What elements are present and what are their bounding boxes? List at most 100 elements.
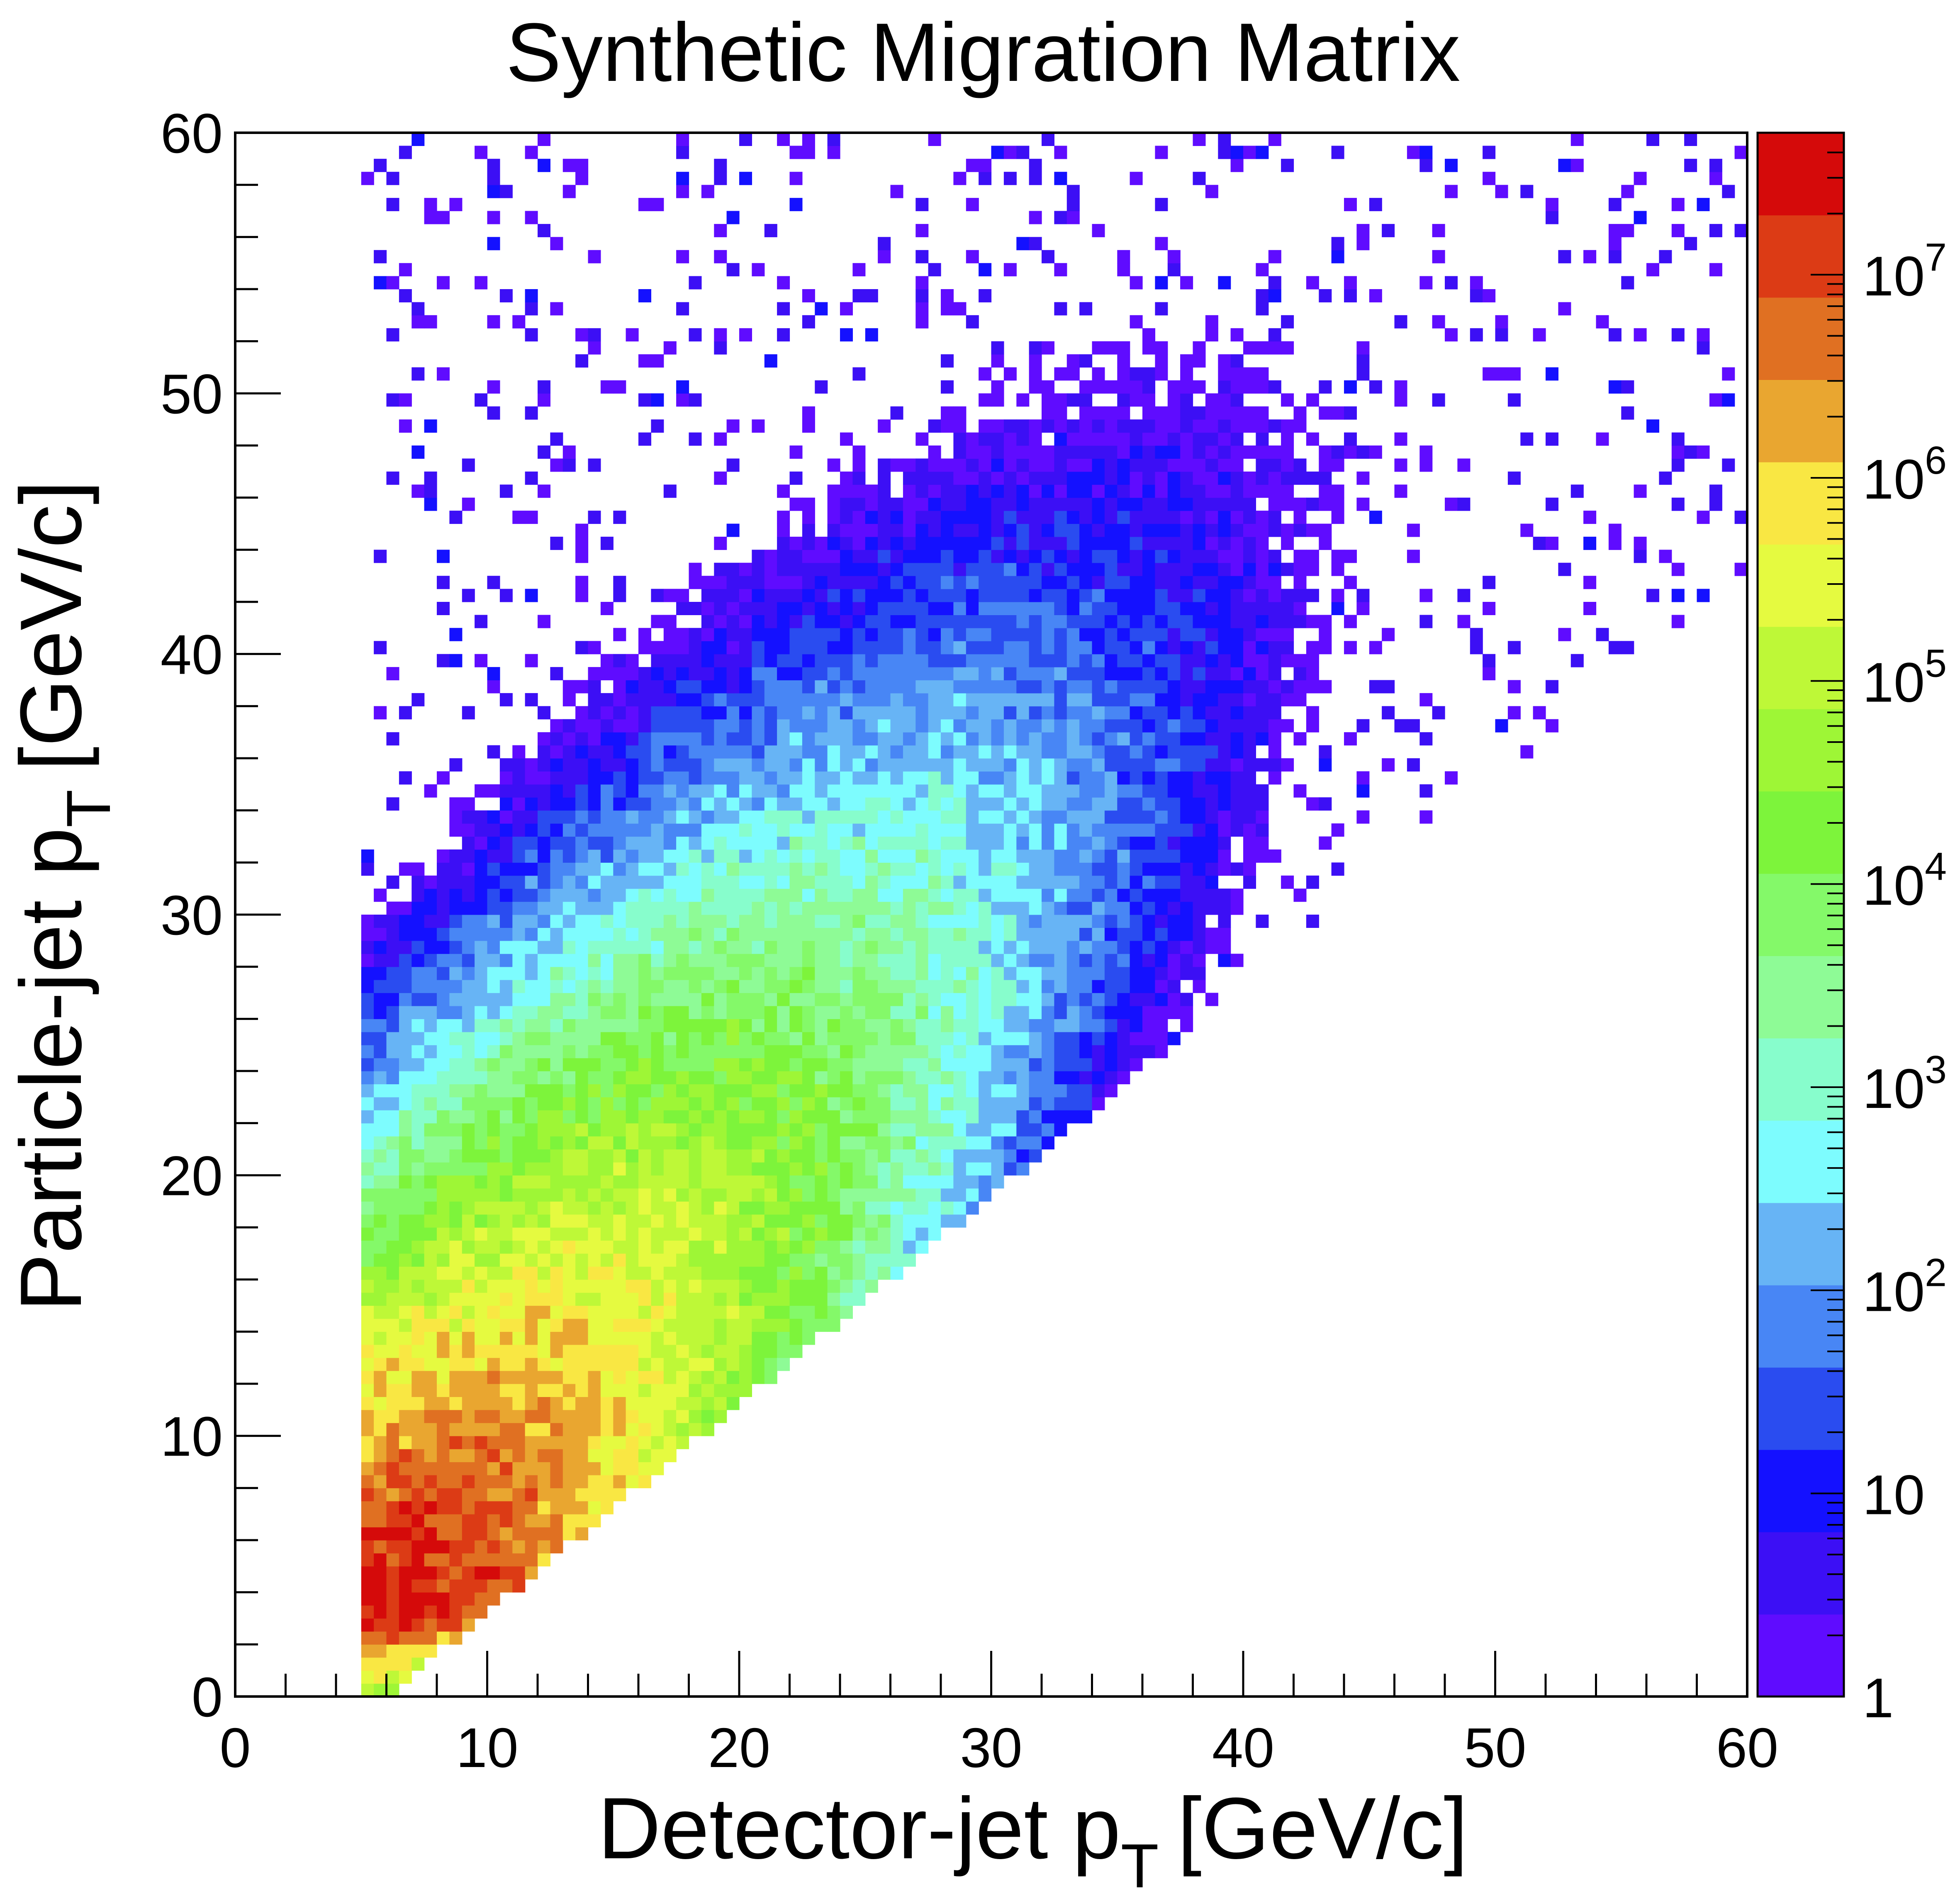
heatmap-cell bbox=[1230, 628, 1244, 641]
heatmap-cell bbox=[1029, 1071, 1042, 1084]
heatmap-cell bbox=[1142, 654, 1155, 667]
heatmap-cell bbox=[1167, 849, 1181, 863]
heatmap-cell bbox=[562, 1188, 576, 1202]
heatmap-cell bbox=[1507, 641, 1521, 655]
heatmap-cell bbox=[411, 1084, 425, 1098]
heatmap-cell bbox=[1256, 445, 1269, 459]
heatmap-cell bbox=[726, 211, 740, 224]
heatmap-cell bbox=[903, 1188, 916, 1202]
heatmap-cell bbox=[928, 784, 941, 798]
heatmap-cell bbox=[714, 1005, 727, 1019]
heatmap-cell bbox=[1356, 602, 1370, 615]
heatmap-cell bbox=[1079, 745, 1093, 759]
heatmap-cell bbox=[903, 615, 916, 628]
heatmap-cell bbox=[714, 758, 727, 772]
heatmap-cell bbox=[789, 1227, 803, 1241]
heatmap-cell bbox=[789, 654, 803, 667]
heatmap-cell bbox=[411, 954, 425, 967]
heatmap-cell bbox=[815, 1305, 828, 1319]
heatmap-cell bbox=[1130, 419, 1143, 433]
heatmap-cell bbox=[991, 1045, 1004, 1059]
heatmap-cell bbox=[802, 680, 815, 694]
heatmap-cell bbox=[538, 1188, 550, 1202]
heatmap-cell bbox=[903, 1149, 916, 1163]
heatmap-cell bbox=[815, 888, 828, 902]
heatmap-cell bbox=[1419, 784, 1433, 798]
heatmap-cell bbox=[550, 536, 563, 550]
heatmap-cell bbox=[1155, 927, 1168, 941]
heatmap-cell bbox=[802, 706, 815, 720]
heatmap-cell bbox=[538, 1240, 550, 1254]
heatmap-cell bbox=[499, 810, 513, 824]
heatmap-cell bbox=[525, 875, 538, 889]
heatmap-cell bbox=[953, 1045, 967, 1059]
heatmap-cell bbox=[361, 1084, 374, 1098]
heatmap-cell bbox=[411, 993, 425, 1006]
heatmap-cell bbox=[663, 1123, 677, 1137]
heatmap-cell bbox=[966, 784, 979, 798]
heatmap-cell bbox=[1205, 393, 1218, 407]
heatmap-cell bbox=[991, 1097, 1004, 1110]
heatmap-cell bbox=[777, 511, 790, 524]
heatmap-cell bbox=[538, 1227, 550, 1241]
heatmap-cell bbox=[399, 980, 412, 993]
heatmap-cell bbox=[726, 1032, 740, 1045]
heatmap-cell bbox=[802, 693, 815, 706]
heatmap-cell bbox=[411, 1019, 425, 1032]
heatmap-cell bbox=[1243, 771, 1256, 785]
heatmap-cell bbox=[764, 980, 777, 993]
heatmap-cell bbox=[626, 849, 639, 863]
heatmap-cell bbox=[726, 667, 740, 681]
heatmap-cell bbox=[1016, 615, 1030, 628]
heatmap-cell bbox=[1180, 354, 1193, 368]
heatmap-cell bbox=[789, 836, 803, 850]
heatmap-cell bbox=[966, 966, 979, 980]
heatmap-cell bbox=[915, 680, 929, 694]
heatmap-cell bbox=[386, 1449, 399, 1463]
heatmap-cell bbox=[1130, 484, 1143, 498]
heatmap-cell bbox=[777, 980, 790, 993]
heatmap-cell bbox=[512, 1084, 526, 1098]
heatmap-cell bbox=[739, 1384, 752, 1397]
heatmap-cell bbox=[1029, 888, 1042, 902]
heatmap-cell bbox=[739, 1292, 752, 1306]
heatmap-cell bbox=[915, 862, 929, 876]
heatmap-cell bbox=[550, 888, 563, 902]
heatmap-cell bbox=[991, 445, 1004, 459]
heatmap-cell bbox=[499, 1084, 513, 1098]
heatmap-cell bbox=[462, 915, 475, 928]
heatmap-cell bbox=[1230, 445, 1244, 459]
heatmap-cell bbox=[739, 693, 752, 706]
heatmap-cell bbox=[726, 836, 740, 850]
heatmap-cell bbox=[890, 758, 903, 772]
heatmap-cell bbox=[1016, 237, 1030, 251]
heatmap-cell bbox=[953, 758, 967, 772]
heatmap-cell bbox=[1281, 589, 1294, 602]
heatmap-cell bbox=[815, 1019, 828, 1032]
heatmap-cell bbox=[562, 915, 576, 928]
heatmap-cell bbox=[638, 1331, 651, 1345]
heatmap-cell bbox=[827, 823, 840, 837]
heatmap-cell bbox=[1016, 954, 1030, 967]
heatmap-cell bbox=[739, 758, 752, 772]
heatmap-cell bbox=[802, 1253, 815, 1267]
heatmap-cell bbox=[651, 797, 664, 811]
heatmap-cell bbox=[752, 784, 765, 798]
heatmap-cell bbox=[399, 1188, 412, 1202]
heatmap-cell bbox=[689, 954, 702, 967]
heatmap-cell bbox=[1205, 615, 1218, 628]
heatmap-cell bbox=[1193, 875, 1206, 889]
heatmap-cell bbox=[424, 1540, 437, 1553]
heatmap-cell bbox=[1419, 615, 1433, 628]
heatmap-cell bbox=[941, 849, 954, 863]
heatmap-cell bbox=[676, 641, 689, 655]
heatmap-cell bbox=[1054, 771, 1067, 785]
heatmap-cell bbox=[600, 993, 614, 1006]
heatmap-cell bbox=[600, 732, 614, 746]
heatmap-cell bbox=[525, 1045, 538, 1059]
heatmap-cell bbox=[1130, 954, 1143, 967]
heatmap-cell bbox=[1104, 693, 1118, 706]
heatmap-cell bbox=[789, 927, 803, 941]
heatmap-cell bbox=[1042, 1032, 1054, 1045]
heatmap-cell bbox=[726, 1188, 740, 1202]
